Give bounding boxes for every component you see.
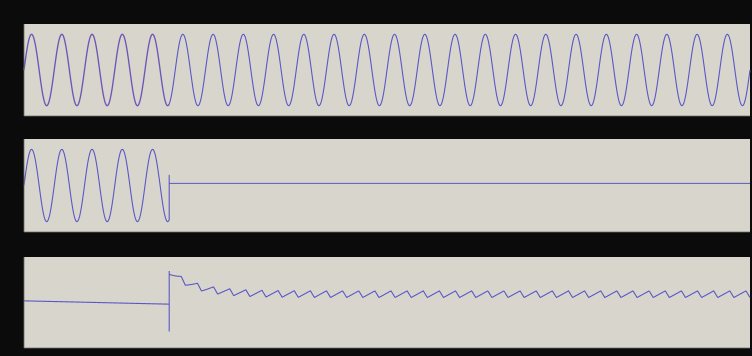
panel-3: [23, 257, 751, 349]
panel-2-series-1-line: [23, 148, 750, 223]
panel-1-series-2-line: [23, 33, 751, 107]
panel-2-series: [23, 148, 750, 223]
panel-2-plot-area: [24, 139, 750, 232]
panel-3-series: [23, 270, 751, 332]
panel-3-series-1-line: [23, 270, 751, 332]
panel-1: [23, 24, 751, 117]
panel-3-plot-area: [24, 257, 750, 348]
panel-2: [23, 139, 750, 233]
panel-1-series: [23, 33, 751, 107]
